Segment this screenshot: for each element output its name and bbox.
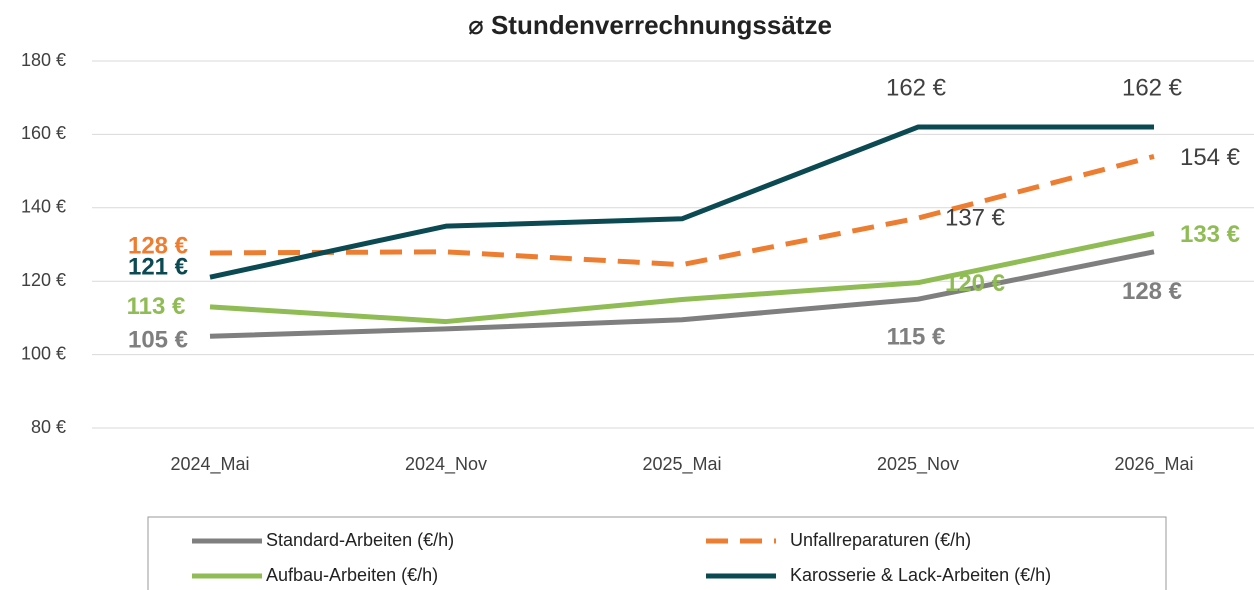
data-label: 120 € — [945, 270, 1005, 297]
chart-title: ⌀ Stundenverrechnungssätze — [468, 10, 832, 40]
legend-text: Standard-Arbeiten (€/h) — [266, 530, 454, 550]
series-line — [209, 154, 1155, 268]
data-label: 133 € — [1180, 221, 1240, 248]
y-tick-label: 180 € — [21, 50, 66, 70]
data-label: 105 € — [128, 327, 188, 354]
data-label: 115 € — [887, 324, 946, 351]
y-tick-label: 140 € — [21, 197, 66, 217]
x-tick-label: 2025_Nov — [877, 454, 959, 475]
x-tick-label: 2024_Mai — [170, 454, 249, 475]
x-tick-label: 2024_Nov — [405, 454, 487, 475]
data-label: 113 € — [127, 293, 186, 320]
data-label: 154 € — [1180, 144, 1241, 171]
x-tick-label: 2026_Mai — [1114, 454, 1193, 475]
y-tick-label: 100 € — [21, 343, 66, 363]
legend-text: Aufbau-Arbeiten (€/h) — [266, 565, 438, 585]
y-tick-label: 80 € — [31, 417, 66, 437]
series-line — [209, 231, 1155, 325]
series-line — [209, 124, 1154, 280]
legend-text: Karosserie & Lack-Arbeiten (€/h) — [790, 565, 1051, 585]
legend-box — [147, 516, 1167, 590]
data-label: 121 € — [128, 254, 188, 281]
y-tick-label: 160 € — [21, 123, 66, 143]
data-label: 137 € — [945, 204, 1006, 231]
data-label: 162 € — [1122, 74, 1183, 101]
y-tick-label: 120 € — [21, 270, 66, 290]
series-line — [209, 249, 1155, 339]
data-label: 128 € — [128, 232, 188, 259]
x-tick-label: 2025_Mai — [642, 454, 721, 475]
data-label: 162 € — [886, 74, 947, 101]
legend-text: Unfallreparaturen (€/h) — [790, 530, 971, 550]
data-label: 128 € — [1122, 278, 1182, 305]
